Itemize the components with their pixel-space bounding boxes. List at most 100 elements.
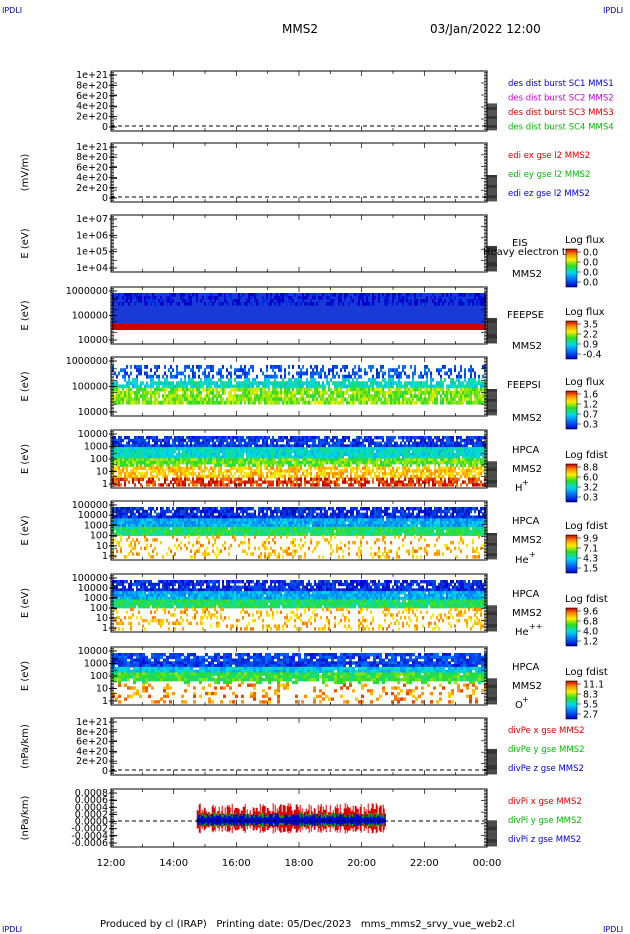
spectrogram-cell xyxy=(114,466,116,470)
spectrogram-cell xyxy=(280,472,282,476)
spectrogram-cell xyxy=(342,449,344,454)
spectrogram-cell xyxy=(338,452,340,457)
spectrogram-cell xyxy=(394,449,396,454)
spectrogram-cell xyxy=(294,447,296,451)
spectrogram-cell xyxy=(316,365,318,369)
spectrogram-cell xyxy=(180,466,182,470)
spectrogram-cell xyxy=(200,384,202,389)
spectrogram-cell xyxy=(120,455,122,459)
spectrogram-cell xyxy=(322,391,324,395)
spectrogram-cell xyxy=(370,455,372,459)
spectrogram-cell xyxy=(170,394,172,399)
spectrogram-cell xyxy=(406,455,408,459)
spectrogram-cell xyxy=(302,387,304,392)
spectrogram-cell xyxy=(356,387,358,392)
spectrogram-cell xyxy=(166,299,168,303)
spectrogram-cell xyxy=(314,293,316,297)
spectrogram-cell xyxy=(416,436,418,440)
spectrogram-cell xyxy=(342,452,344,457)
spectrogram-cell xyxy=(340,387,342,392)
spectrogram-cell xyxy=(290,461,292,465)
spectrogram-cell xyxy=(220,394,222,399)
spectrogram-cell xyxy=(252,436,254,440)
spectrogram-cell xyxy=(136,463,138,468)
spectrogram-cell xyxy=(306,452,308,457)
spectrogram-cell xyxy=(402,302,404,306)
spectrogram-cell xyxy=(128,441,130,445)
spectrogram-cell xyxy=(168,296,170,300)
spectrogram-cell xyxy=(216,458,218,462)
spectrogram-cell xyxy=(452,381,454,386)
spectrogram-cell xyxy=(262,474,264,479)
spectrogram-cell xyxy=(172,384,174,389)
spectrogram-cell xyxy=(180,480,182,484)
panel-frame xyxy=(110,214,488,273)
spectrogram-cell xyxy=(170,400,172,405)
spectrogram-cell xyxy=(124,455,126,459)
spectrogram-cell xyxy=(422,384,424,389)
spectrogram-cell xyxy=(382,477,384,482)
spectrogram-cell xyxy=(258,381,260,386)
spectrogram-cell xyxy=(334,483,336,487)
spectrogram-cell xyxy=(114,381,116,386)
spectrogram-cell xyxy=(414,296,416,300)
colorbar xyxy=(565,390,578,430)
spectrogram-cell xyxy=(138,472,140,476)
spectrogram-cell xyxy=(188,449,190,454)
spectrogram-cell xyxy=(124,397,126,402)
spectrogram-cell xyxy=(334,365,336,369)
spectrogram-cell xyxy=(392,299,394,303)
spectrogram-cell xyxy=(242,463,244,468)
spectrogram-cell xyxy=(320,461,322,465)
spectrogram-cell xyxy=(276,293,278,297)
spectrogram-cell xyxy=(194,472,196,476)
spectrogram-cell xyxy=(336,444,338,448)
spectrogram-cell xyxy=(218,463,220,468)
spectrogram-cell xyxy=(304,480,306,484)
spectrogram-cell xyxy=(276,452,278,457)
spectrogram-cell xyxy=(120,384,122,389)
spectrogram-cell xyxy=(436,400,438,405)
spectrogram-cell xyxy=(308,472,310,476)
spectrogram-cell xyxy=(172,455,174,459)
spectrogram-cell xyxy=(292,483,294,487)
spectrogram-cell xyxy=(314,461,316,465)
spectrogram-cell xyxy=(446,293,448,297)
spectrogram-cell xyxy=(414,293,416,297)
spectrogram-cell xyxy=(448,391,450,395)
spectrogram-cell xyxy=(298,381,300,386)
spectrogram-cell xyxy=(312,302,314,306)
spectrogram-cell xyxy=(246,371,248,376)
spectrogram-cell xyxy=(332,480,334,484)
spectrogram-cell xyxy=(238,483,240,487)
spectrogram-cell xyxy=(240,400,242,405)
spectrogram-cell xyxy=(332,397,334,402)
spectrogram-cell xyxy=(234,394,236,399)
spectrogram-cell xyxy=(308,461,310,465)
spectrogram-cell xyxy=(150,469,152,473)
spectrogram-cell xyxy=(118,438,120,443)
spectrogram-cell xyxy=(458,391,460,395)
spectrogram-cell xyxy=(422,400,424,405)
spectrogram-cell xyxy=(300,461,302,465)
spectrogram-cell xyxy=(162,483,164,487)
spectrogram-cell xyxy=(254,387,256,392)
spectrogram-cell xyxy=(158,299,160,303)
spectrogram-cell xyxy=(258,472,260,476)
spectrogram-cell xyxy=(224,463,226,468)
spectrogram-cell xyxy=(256,458,258,462)
spectrogram-cell xyxy=(370,365,372,369)
spectrogram-cell xyxy=(188,374,190,379)
spectrogram-cell xyxy=(404,394,406,399)
spectrogram-cell xyxy=(180,397,182,402)
spectrogram-cell xyxy=(334,480,336,484)
spectrogram-cell xyxy=(288,463,290,468)
spectrogram-cell xyxy=(334,381,336,386)
spectrogram-cell xyxy=(404,387,406,392)
spectrogram-cell xyxy=(134,469,136,473)
spectrogram-cell xyxy=(170,381,172,386)
spectrogram-cell xyxy=(124,449,126,454)
spectrogram-cell xyxy=(384,449,386,454)
spectrogram-cell xyxy=(122,469,124,473)
